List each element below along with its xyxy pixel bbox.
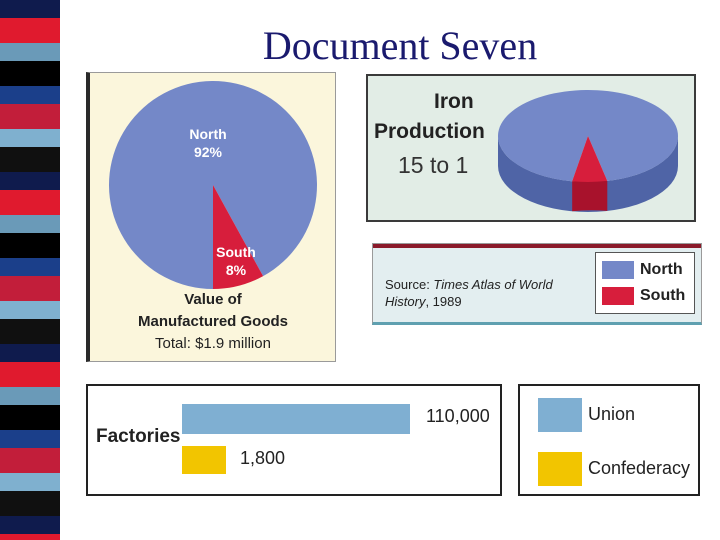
south-side-wall [572, 180, 608, 212]
source-title-continued: History [385, 294, 426, 309]
north-side-wall [498, 136, 678, 212]
source-note: Source: Times Atlas of World History, 19… [385, 276, 553, 310]
south-percent-label: 8% [225, 262, 247, 278]
iron-ratio: 15 to 1 [398, 152, 469, 178]
south-slice [213, 185, 264, 289]
south-slice-label: South 8% [206, 243, 266, 279]
union-bar [182, 404, 410, 434]
legend-union-label: Union [588, 404, 636, 424]
source-title: Times Atlas of World [433, 277, 553, 292]
source-prefix: Source: [385, 277, 434, 292]
manufactured-goods-panel: North 92% South 8% Value of Manufactured… [86, 72, 336, 362]
side-stripe-decoration [0, 0, 80, 540]
north-label: North [189, 126, 227, 142]
iron-title-line-2: Production [374, 120, 485, 143]
iron-title-line-1: Iron [434, 90, 474, 113]
north-south-legend: North South [595, 252, 695, 314]
source-year: , 1989 [425, 294, 462, 309]
slide-title: Document Seven [262, 23, 538, 68]
confederacy-swatch [538, 452, 582, 486]
caption-line-2: Manufactured Goods [137, 313, 288, 330]
source-legend-panel: Source: Times Atlas of World History, 19… [372, 243, 702, 325]
north-slice-label: North 92% [178, 125, 238, 161]
union-swatch [538, 398, 582, 432]
stripe-band [0, 534, 80, 540]
factories-label: Factories [96, 426, 181, 447]
iron-production-3d-pie [497, 90, 678, 212]
union-value-label: 110,000 [426, 406, 490, 426]
south-slice [572, 136, 608, 182]
caption-line-1: Value of [184, 291, 242, 308]
confederacy-value-label: 1,800 [240, 448, 286, 468]
north-percent-label: 92% [193, 144, 223, 160]
factories-bar-panel: Factories 110,000 1,800 [86, 384, 502, 496]
factories-bar-chart [182, 404, 410, 474]
legend-confederacy-label: Confederacy [588, 458, 691, 478]
union-confederacy-legend: Union Confederacy [518, 384, 700, 496]
manufactured-goods-pie-chart [109, 81, 317, 289]
confederacy-bar [182, 446, 226, 474]
south-label: South [216, 244, 256, 260]
north-slice [497, 90, 678, 182]
stripe-gap [60, 0, 80, 540]
total-value: Total: $1.9 million [155, 335, 271, 352]
legend-south-label: South [640, 287, 686, 304]
iron-production-panel: Iron Production 15 to 1 [366, 74, 696, 222]
legend-north-label: North [640, 261, 683, 278]
top-edge-strip [373, 244, 701, 248]
north-swatch [602, 261, 634, 279]
south-swatch [602, 287, 634, 305]
